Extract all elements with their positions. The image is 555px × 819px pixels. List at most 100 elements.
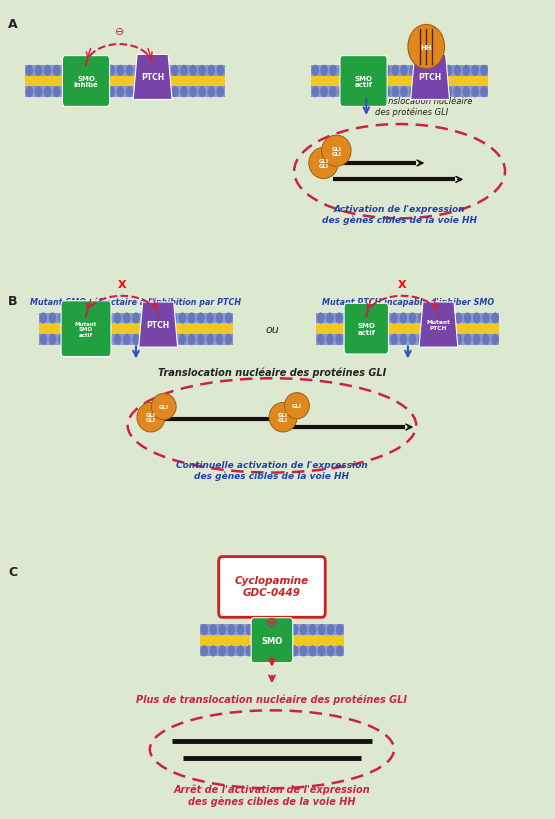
Text: A: A xyxy=(8,18,18,31)
Text: GLI
GLI: GLI GLI xyxy=(146,413,156,423)
Circle shape xyxy=(446,313,453,324)
Bar xyxy=(311,76,488,87)
Circle shape xyxy=(347,66,355,77)
Circle shape xyxy=(117,66,124,77)
Circle shape xyxy=(446,334,453,346)
Circle shape xyxy=(200,624,208,636)
Circle shape xyxy=(462,66,470,77)
Circle shape xyxy=(372,334,380,346)
Circle shape xyxy=(418,87,426,98)
Text: PTCH: PTCH xyxy=(418,74,442,82)
Circle shape xyxy=(372,313,380,324)
Ellipse shape xyxy=(321,136,351,167)
Circle shape xyxy=(77,334,84,346)
Circle shape xyxy=(427,87,435,98)
Circle shape xyxy=(255,645,262,657)
Circle shape xyxy=(151,334,158,346)
Circle shape xyxy=(462,87,470,98)
Circle shape xyxy=(480,66,488,77)
Circle shape xyxy=(197,313,205,324)
Circle shape xyxy=(381,334,388,346)
Circle shape xyxy=(171,87,179,98)
Circle shape xyxy=(246,645,253,657)
Circle shape xyxy=(291,624,298,636)
Circle shape xyxy=(311,66,319,77)
FancyBboxPatch shape xyxy=(340,57,387,107)
Circle shape xyxy=(390,334,398,346)
Circle shape xyxy=(356,66,364,77)
Circle shape xyxy=(80,66,88,77)
Circle shape xyxy=(132,334,140,346)
Ellipse shape xyxy=(269,403,297,432)
Text: Activation de l'expression
des gènes cibles de la voie HH: Activation de l'expression des gènes cib… xyxy=(322,205,477,224)
Circle shape xyxy=(95,334,103,346)
Text: Translocation nucléaire des protéines GLI: Translocation nucléaire des protéines GL… xyxy=(158,367,386,378)
Circle shape xyxy=(391,87,399,98)
Circle shape xyxy=(49,334,57,346)
Circle shape xyxy=(208,87,215,98)
Circle shape xyxy=(374,87,381,98)
Circle shape xyxy=(317,313,325,324)
Circle shape xyxy=(347,87,355,98)
Circle shape xyxy=(219,624,226,636)
Circle shape xyxy=(427,66,435,77)
Circle shape xyxy=(58,334,65,346)
Circle shape xyxy=(400,66,408,77)
Circle shape xyxy=(336,624,344,636)
Circle shape xyxy=(125,66,133,77)
Text: GLI
GLI: GLI GLI xyxy=(319,159,329,169)
Circle shape xyxy=(104,313,112,324)
Circle shape xyxy=(382,87,390,98)
Circle shape xyxy=(114,334,121,346)
Text: Cyclopamine
GDC-0449: Cyclopamine GDC-0449 xyxy=(235,576,309,597)
Text: Mutant
PTCH: Mutant PTCH xyxy=(426,319,451,331)
Bar xyxy=(316,313,500,324)
Circle shape xyxy=(382,66,390,77)
Circle shape xyxy=(236,645,244,657)
Circle shape xyxy=(374,66,381,77)
Circle shape xyxy=(336,645,344,657)
Circle shape xyxy=(209,624,217,636)
Circle shape xyxy=(391,66,399,77)
Circle shape xyxy=(53,87,60,98)
Circle shape xyxy=(455,334,462,346)
Bar xyxy=(39,324,233,334)
Circle shape xyxy=(365,87,372,98)
Circle shape xyxy=(318,645,325,657)
Circle shape xyxy=(300,645,307,657)
Circle shape xyxy=(455,313,462,324)
Circle shape xyxy=(436,334,444,346)
Circle shape xyxy=(363,313,370,324)
Circle shape xyxy=(153,87,160,98)
Circle shape xyxy=(418,334,426,346)
Circle shape xyxy=(162,87,170,98)
Circle shape xyxy=(335,313,343,324)
Circle shape xyxy=(246,624,253,636)
Circle shape xyxy=(329,87,337,98)
Circle shape xyxy=(169,313,177,324)
Circle shape xyxy=(169,334,177,346)
Circle shape xyxy=(123,313,130,324)
Circle shape xyxy=(264,624,271,636)
Circle shape xyxy=(108,87,115,98)
Polygon shape xyxy=(133,56,172,100)
Circle shape xyxy=(179,313,186,324)
FancyBboxPatch shape xyxy=(344,304,388,355)
Circle shape xyxy=(400,334,407,346)
Text: SMO
inhibé: SMO inhibé xyxy=(74,75,98,88)
Circle shape xyxy=(436,66,443,77)
Circle shape xyxy=(219,645,226,657)
Circle shape xyxy=(445,66,452,77)
Circle shape xyxy=(67,334,75,346)
Circle shape xyxy=(317,334,325,346)
Circle shape xyxy=(189,87,197,98)
Circle shape xyxy=(179,334,186,346)
Circle shape xyxy=(35,87,42,98)
Circle shape xyxy=(464,334,471,346)
Circle shape xyxy=(300,624,307,636)
Bar xyxy=(311,87,488,97)
Bar xyxy=(200,645,344,657)
Circle shape xyxy=(35,66,42,77)
Circle shape xyxy=(39,313,47,324)
Circle shape xyxy=(491,313,499,324)
